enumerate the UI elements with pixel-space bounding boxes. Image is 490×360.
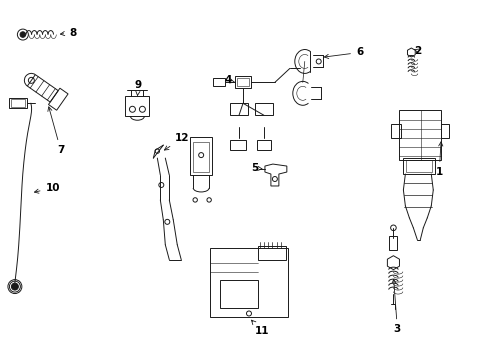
Bar xyxy=(235,76,251,88)
Bar xyxy=(230,103,248,115)
Text: 9: 9 xyxy=(135,80,142,96)
Bar xyxy=(406,160,432,172)
Bar xyxy=(193,142,209,172)
Bar xyxy=(399,110,441,160)
Bar xyxy=(237,78,249,86)
Bar xyxy=(258,246,286,260)
Text: 1: 1 xyxy=(436,142,443,177)
Bar xyxy=(210,248,288,318)
Bar xyxy=(392,124,401,138)
Bar xyxy=(403,158,435,174)
Text: 6: 6 xyxy=(324,48,363,59)
Bar xyxy=(9,98,27,108)
Text: 8: 8 xyxy=(60,28,76,37)
Bar xyxy=(220,280,258,307)
Circle shape xyxy=(11,283,19,290)
Text: 2: 2 xyxy=(414,45,421,55)
Text: 5: 5 xyxy=(251,163,262,173)
Bar xyxy=(257,140,271,150)
Text: 10: 10 xyxy=(34,183,60,193)
Bar xyxy=(125,96,149,116)
Bar xyxy=(441,124,449,138)
Bar xyxy=(390,236,397,250)
Bar xyxy=(213,78,225,86)
Circle shape xyxy=(20,32,25,37)
Text: 7: 7 xyxy=(48,107,64,155)
Text: 12: 12 xyxy=(165,133,190,150)
Text: 4: 4 xyxy=(224,75,235,85)
Bar xyxy=(11,99,25,107)
Bar xyxy=(190,137,212,175)
Bar xyxy=(230,140,246,150)
Text: 3: 3 xyxy=(392,279,401,334)
Text: 11: 11 xyxy=(251,320,269,336)
Bar xyxy=(255,103,273,115)
